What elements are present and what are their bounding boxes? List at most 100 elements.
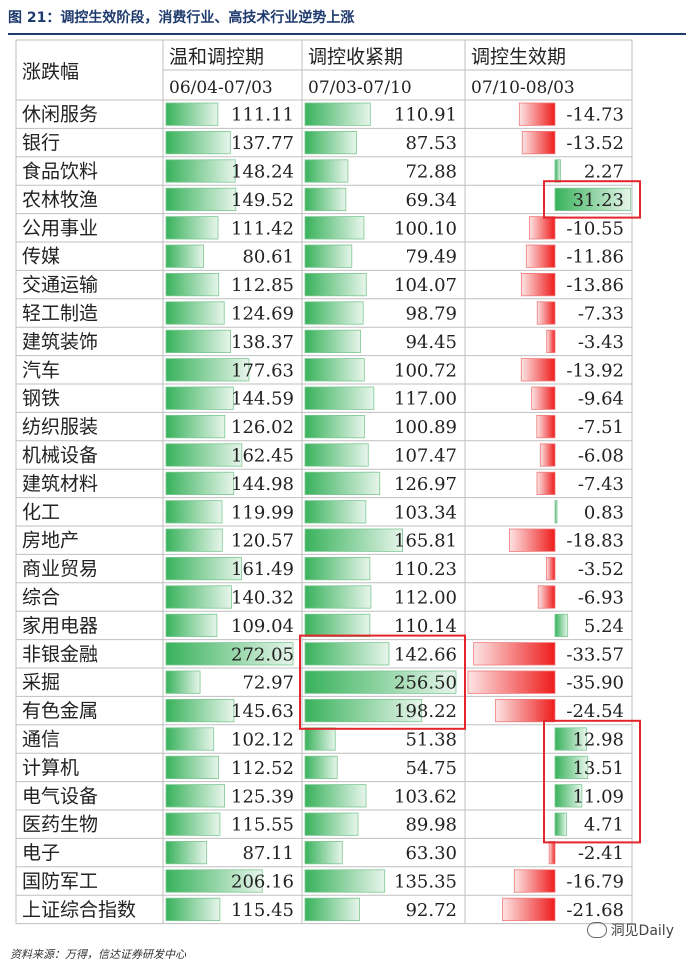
row-label: 计算机 xyxy=(22,757,79,779)
bar-positive xyxy=(554,187,632,211)
row-label: 电子 xyxy=(22,842,60,864)
bar-positive xyxy=(554,727,587,751)
bar-positive xyxy=(554,755,589,780)
cell-value: -3.43 xyxy=(578,332,624,353)
bar-positive xyxy=(304,500,367,524)
cell-value: 142.66 xyxy=(394,644,457,665)
cell-value: 162.45 xyxy=(231,446,294,467)
cell-value: 63.30 xyxy=(405,843,457,864)
cell-value: 198.22 xyxy=(394,701,457,722)
bar-positive xyxy=(304,471,381,496)
row-label: 纺织服装 xyxy=(22,416,98,438)
bar-positive xyxy=(165,755,219,780)
cell-value: -6.08 xyxy=(578,446,624,467)
cell-value: -14.73 xyxy=(566,105,624,126)
cell-value: 98.79 xyxy=(405,304,457,325)
bar-positive xyxy=(165,670,201,694)
table-grid xyxy=(15,39,633,925)
bar-positive xyxy=(304,329,362,354)
row-label: 非银金融 xyxy=(22,643,98,665)
bar-positive xyxy=(304,557,371,581)
row-label: 通信 xyxy=(22,729,60,751)
bar-positive xyxy=(165,897,221,922)
bar-positive xyxy=(165,869,263,893)
cell-value: 79.49 xyxy=(405,247,457,268)
cell-value: 112.00 xyxy=(394,588,457,609)
column-period-2: 07/03-07/10 xyxy=(308,78,412,98)
row-label: 综合 xyxy=(22,587,60,609)
cell-value: 104.07 xyxy=(394,275,457,296)
bar-positive xyxy=(165,528,223,552)
cell-value: 89.98 xyxy=(405,815,457,836)
cell-value: 2.27 xyxy=(584,162,624,183)
cell-value: 13.51 xyxy=(572,758,624,779)
row-label: 有色金属 xyxy=(22,700,98,722)
cell-value: 161.49 xyxy=(231,559,294,580)
bar-negative xyxy=(531,386,556,410)
cell-value: -24.54 xyxy=(566,701,624,722)
column-header-1: 温和调控期 xyxy=(169,46,264,68)
bar-positive xyxy=(165,102,219,126)
bar-positive xyxy=(165,301,225,325)
cell-value: 100.89 xyxy=(394,417,457,438)
cell-value: 80.61 xyxy=(242,247,294,268)
cell-value: -10.55 xyxy=(566,218,624,239)
bar-negative xyxy=(536,471,556,496)
cell-value: 115.55 xyxy=(231,815,294,836)
bar-negative xyxy=(508,528,556,552)
bar-positive xyxy=(554,613,569,638)
row-label: 休闲服务 xyxy=(22,104,98,126)
cell-value: 87.53 xyxy=(405,133,457,154)
bar-positive xyxy=(304,358,365,382)
bar-negative xyxy=(548,841,556,865)
bar-positive xyxy=(304,755,338,780)
bar-positive xyxy=(304,443,369,467)
row-label: 医药生物 xyxy=(22,814,98,836)
cell-value: 111.11 xyxy=(231,105,294,126)
bar-positive xyxy=(304,869,386,893)
row-label: 公用事业 xyxy=(22,217,98,239)
bar-positive xyxy=(165,585,232,609)
bar-positive xyxy=(165,386,234,410)
row-label: 建筑装饰 xyxy=(22,331,98,353)
bar-positive xyxy=(165,812,221,836)
bar-positive xyxy=(304,841,343,865)
figure-title: 图 21：调控生效阶段，消费行业、高技术行业逆势上涨 xyxy=(8,10,355,26)
cell-value: 144.59 xyxy=(231,389,294,410)
bar-positive xyxy=(165,187,237,211)
row-label: 采掘 xyxy=(22,672,60,694)
bar-positive xyxy=(304,272,367,297)
bar-negative xyxy=(536,414,556,439)
bar-negative xyxy=(529,216,556,240)
cell-value: 119.99 xyxy=(231,502,294,523)
bar-positive xyxy=(165,557,242,581)
bar-positive xyxy=(165,130,231,155)
column-period-3: 07/10-08/03 xyxy=(471,78,575,98)
cell-value: -9.64 xyxy=(578,389,624,410)
bar-positive xyxy=(304,585,372,609)
highlight-layer xyxy=(299,180,641,844)
highlight-box xyxy=(543,180,641,219)
cell-value: -7.51 xyxy=(578,417,624,438)
watermark: 洞见Daily xyxy=(586,920,674,940)
cell-value: 102.12 xyxy=(231,730,294,751)
cell-value: 100.72 xyxy=(394,360,457,381)
bar-negative xyxy=(546,329,556,354)
row-label: 农林牧渔 xyxy=(22,189,98,211)
cell-value: -21.68 xyxy=(566,900,624,921)
watermark-text: 洞见Daily xyxy=(610,923,674,939)
title-rule xyxy=(8,33,686,35)
cell-value: 110.23 xyxy=(394,559,457,580)
bar-positive xyxy=(304,528,404,552)
cell-value: 54.75 xyxy=(405,758,457,779)
bar-negative xyxy=(539,443,556,467)
bar-negative xyxy=(467,670,556,694)
bar-positive xyxy=(165,443,243,467)
bar-positive xyxy=(165,841,208,865)
row-label: 机械设备 xyxy=(22,445,98,467)
cell-value: 272.05 xyxy=(231,644,294,665)
cell-value: 100.10 xyxy=(394,218,457,239)
cell-value: 11.09 xyxy=(572,786,624,807)
bar-negative xyxy=(502,897,556,922)
bar-negative xyxy=(520,358,556,382)
